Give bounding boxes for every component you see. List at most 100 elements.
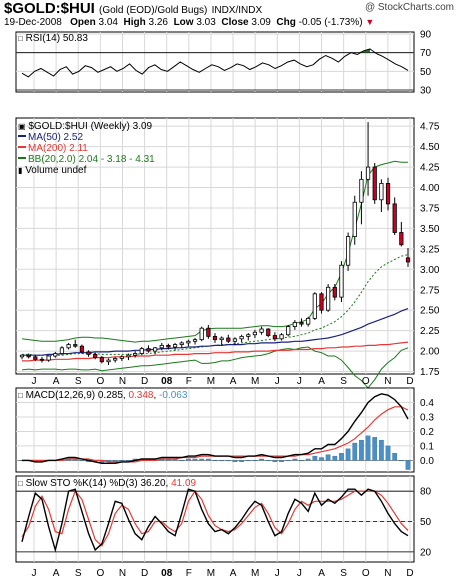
volume-legend-text: Volume undef xyxy=(25,165,87,176)
candle-up xyxy=(19,354,25,358)
macd-hist-bar xyxy=(259,458,264,461)
down-arrow-icon: ▼ xyxy=(365,17,375,27)
candle-up xyxy=(119,356,124,359)
close-value: 3.09 xyxy=(251,17,271,28)
candle-down xyxy=(206,327,211,337)
candle-down xyxy=(99,357,104,363)
macd-value: 0.285 xyxy=(97,390,123,401)
candle-down xyxy=(166,344,171,348)
price-tick-label: 3.25 xyxy=(420,244,440,255)
candle-down xyxy=(33,356,38,360)
macd-hist-bar xyxy=(272,460,278,463)
x-axis-label: O xyxy=(362,376,370,387)
sto-d-line xyxy=(21,490,409,547)
x-axis-label: N xyxy=(384,568,391,579)
x-axis-label: A xyxy=(53,376,60,387)
macd-hist-bar xyxy=(352,442,358,461)
x-axis-label: M xyxy=(251,376,259,387)
x-axis-label: N xyxy=(119,376,126,387)
rsi-tick-label: 30 xyxy=(420,86,432,97)
candle-up xyxy=(153,347,158,352)
candle-down xyxy=(146,348,151,352)
chart-title: $GOLD:$HUI (Gold (EOD)/Gold Bugs) INDX/I… xyxy=(4,0,262,17)
sto-tick-label: 20 xyxy=(420,547,432,558)
rsi-tick-label: 90 xyxy=(420,30,432,41)
candle-up xyxy=(339,264,344,298)
macd-line xyxy=(22,393,409,464)
candle-up xyxy=(312,293,317,319)
candle-down xyxy=(226,337,231,342)
x-axis-label: 08 xyxy=(161,376,173,387)
candle-up xyxy=(259,328,264,333)
macd-legend-prefix: MACD(12,26,9) xyxy=(25,390,96,401)
candle-up xyxy=(379,183,384,201)
candle-down xyxy=(319,293,324,311)
sto-legend-prefix: Slow STO %K(14) %D(3) xyxy=(25,478,138,489)
exchange-text: INDX/INDX xyxy=(211,5,263,16)
x-axis-label: A xyxy=(230,376,237,387)
candle-up xyxy=(326,286,331,311)
macd-hist-bar xyxy=(232,460,238,463)
macd-hist-bar xyxy=(252,460,258,462)
candle-down xyxy=(93,353,98,359)
x-axis-label: A xyxy=(318,376,325,387)
candle-down xyxy=(299,322,304,325)
low-label: Low xyxy=(173,17,194,28)
candle-up xyxy=(279,334,284,340)
ma50-legend-row: MA(50) 2.52 xyxy=(18,132,155,143)
macd-hist-bar xyxy=(379,439,384,461)
x-axis-label: D xyxy=(406,568,413,579)
candle-down xyxy=(26,354,31,358)
macd-hist-bar xyxy=(332,455,338,461)
macd-hist-bar xyxy=(245,460,251,462)
macd-hist-bar xyxy=(372,437,378,461)
candle-up xyxy=(46,355,51,361)
open-label: Open xyxy=(70,17,96,28)
sto-tick-label: 80 xyxy=(420,487,432,498)
ma200-swatch xyxy=(18,146,26,148)
candle-down xyxy=(272,335,277,340)
price-tick-label: 3.75 xyxy=(420,203,440,214)
volume-legend-row: ▮ Volume undef xyxy=(18,165,155,176)
ma50-legend-text: MA(50) 2.52 xyxy=(28,132,84,143)
candle-up xyxy=(232,338,238,342)
x-axis-label: J xyxy=(275,568,280,579)
macd-hist-bar xyxy=(119,460,125,462)
candle-up xyxy=(59,347,65,354)
price-tick-label: 2.75 xyxy=(420,285,440,296)
sto-d-value: 41.09 xyxy=(171,478,197,489)
x-axis-label: J xyxy=(297,568,302,579)
candle-up xyxy=(139,348,144,354)
quote-line: 19-Dec-2008 Open 3.04 High 3.26 Low 3.03… xyxy=(4,17,374,28)
macd-hist-bar xyxy=(312,455,318,461)
macd-hist-bar xyxy=(239,460,244,463)
watermark: @ StockCharts.com xyxy=(364,2,454,13)
macd-tick-label: 0.0 xyxy=(420,456,434,467)
ma200-line xyxy=(22,341,409,362)
candle-up xyxy=(239,335,244,340)
price-tick-label: 4.75 xyxy=(420,122,440,133)
x-axis-bottom: J A S O N D 08 F M A M J J A S O N D xyxy=(32,568,414,579)
x-axis-label: M xyxy=(207,568,215,579)
x-axis-label: 08 xyxy=(161,568,173,579)
macd-hist-bar xyxy=(325,454,331,461)
price-tick-label: 4.50 xyxy=(420,142,440,153)
candle-up xyxy=(292,322,297,327)
candle-down xyxy=(332,286,337,298)
macd-legend: □ MACD(12,26,9) 0.285, 0.348, -0.063 xyxy=(18,390,188,401)
high-value: 3.26 xyxy=(148,17,168,28)
x-axis-label: S xyxy=(340,376,347,387)
macd-hist-bar xyxy=(199,458,205,461)
price-tick-label: 4.00 xyxy=(420,183,440,194)
candle-up xyxy=(352,201,357,237)
candle-up xyxy=(246,334,251,337)
x-axis-label: N xyxy=(119,568,126,579)
price-tick-label: 3.50 xyxy=(420,224,440,235)
candle-down xyxy=(399,232,404,246)
candle-up xyxy=(365,166,371,180)
candle-up xyxy=(53,353,58,357)
macd-hist-bar xyxy=(212,460,218,462)
candle-down xyxy=(73,344,78,347)
candle-up xyxy=(219,337,224,341)
